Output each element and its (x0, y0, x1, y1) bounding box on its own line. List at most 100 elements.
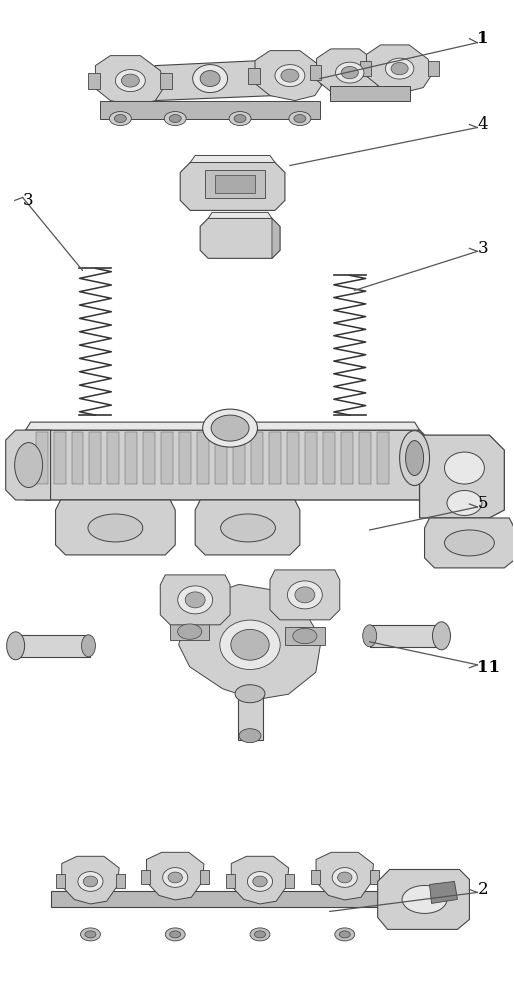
Ellipse shape (229, 112, 251, 126)
Bar (377, 432, 389, 484)
Ellipse shape (234, 115, 246, 123)
Ellipse shape (250, 928, 270, 941)
Ellipse shape (162, 868, 188, 887)
Polygon shape (208, 212, 272, 218)
Bar (320, 68, 332, 84)
Bar (305, 432, 317, 484)
Bar (226, 874, 235, 888)
Ellipse shape (386, 58, 414, 79)
Ellipse shape (447, 491, 482, 515)
Bar (251, 432, 263, 484)
Polygon shape (160, 575, 230, 625)
Bar (428, 61, 439, 76)
Ellipse shape (85, 931, 96, 938)
Polygon shape (430, 881, 457, 903)
Bar (116, 874, 124, 888)
Ellipse shape (109, 112, 132, 126)
Ellipse shape (275, 65, 305, 87)
Bar (287, 432, 299, 484)
Bar (359, 432, 371, 484)
Polygon shape (195, 500, 300, 555)
Polygon shape (170, 623, 209, 640)
Polygon shape (270, 570, 340, 620)
Ellipse shape (115, 70, 145, 92)
Ellipse shape (83, 876, 98, 887)
Bar (370, 625, 445, 647)
Bar (71, 432, 83, 484)
Ellipse shape (235, 685, 265, 703)
Polygon shape (378, 869, 469, 929)
Ellipse shape (82, 635, 96, 657)
Bar (88, 73, 100, 89)
Bar (200, 870, 209, 884)
Bar (161, 432, 173, 484)
Bar (89, 432, 101, 484)
Bar (360, 61, 371, 76)
Ellipse shape (339, 931, 350, 938)
Polygon shape (419, 435, 504, 518)
Bar (215, 175, 255, 193)
Polygon shape (285, 627, 325, 645)
Text: 11: 11 (478, 659, 501, 676)
Bar (269, 432, 281, 484)
Ellipse shape (287, 581, 322, 609)
Bar (330, 86, 410, 101)
Polygon shape (366, 45, 433, 92)
Bar (35, 432, 48, 484)
Bar (310, 65, 321, 80)
Text: 5: 5 (478, 495, 488, 512)
Bar (179, 432, 191, 484)
Ellipse shape (170, 931, 181, 938)
Ellipse shape (115, 115, 126, 123)
Ellipse shape (168, 872, 182, 883)
Bar (197, 432, 209, 484)
Bar (160, 73, 172, 89)
Polygon shape (231, 856, 289, 904)
Ellipse shape (399, 431, 430, 486)
Bar (215, 432, 227, 484)
Ellipse shape (332, 868, 357, 887)
Ellipse shape (295, 587, 315, 603)
Ellipse shape (335, 928, 355, 941)
Ellipse shape (193, 65, 228, 93)
Bar (50, 891, 390, 907)
Ellipse shape (121, 74, 139, 87)
Ellipse shape (445, 452, 484, 484)
Bar (125, 432, 137, 484)
Bar (238, 695, 263, 740)
Polygon shape (179, 584, 321, 700)
Ellipse shape (294, 115, 306, 123)
Text: 4: 4 (478, 116, 488, 133)
Ellipse shape (7, 632, 25, 660)
Polygon shape (425, 518, 514, 568)
Bar (233, 432, 245, 484)
Polygon shape (96, 56, 165, 106)
Bar (141, 870, 150, 884)
Bar (100, 101, 320, 119)
Bar (205, 170, 265, 198)
Bar (341, 432, 353, 484)
Polygon shape (190, 155, 275, 162)
Polygon shape (6, 430, 50, 500)
Ellipse shape (88, 514, 143, 542)
Ellipse shape (169, 115, 181, 123)
Ellipse shape (253, 876, 267, 887)
Ellipse shape (406, 441, 424, 476)
Polygon shape (180, 162, 285, 210)
Polygon shape (15, 430, 430, 500)
Polygon shape (272, 218, 280, 258)
Text: 3: 3 (23, 192, 33, 209)
Ellipse shape (178, 624, 202, 639)
Polygon shape (317, 49, 383, 96)
Ellipse shape (432, 622, 450, 650)
Text: 2: 2 (478, 881, 488, 898)
Ellipse shape (221, 514, 276, 542)
Bar (57, 874, 65, 888)
Polygon shape (146, 852, 204, 900)
Ellipse shape (338, 872, 352, 883)
Ellipse shape (78, 872, 103, 891)
Bar (53, 432, 65, 484)
Text: 1: 1 (478, 30, 489, 47)
Polygon shape (145, 61, 280, 101)
Ellipse shape (211, 415, 249, 441)
